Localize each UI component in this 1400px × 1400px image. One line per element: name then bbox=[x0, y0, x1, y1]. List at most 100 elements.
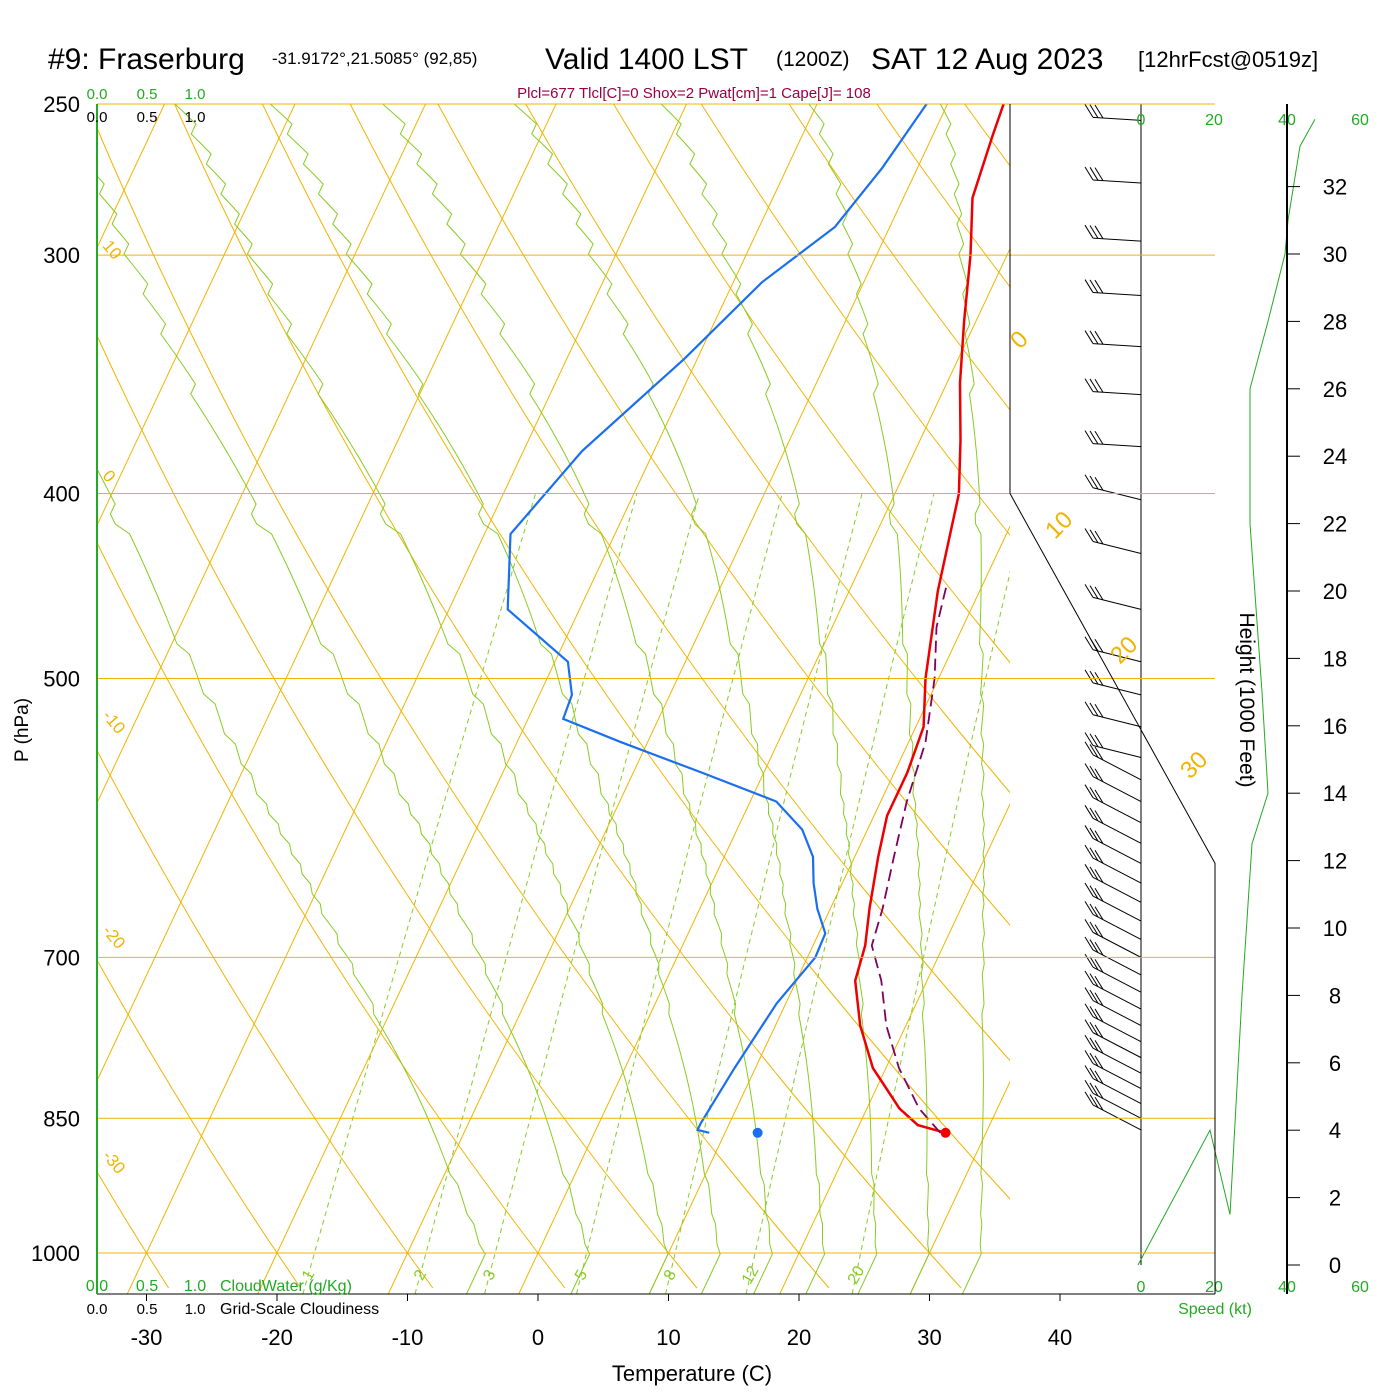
wind-barb-flag bbox=[1084, 987, 1094, 1001]
wind-barb-flag bbox=[1084, 669, 1094, 684]
wind-barb bbox=[1092, 343, 1142, 348]
wind-barb bbox=[1092, 391, 1142, 396]
wind-barb-flag bbox=[1089, 378, 1099, 393]
wind-barb bbox=[1092, 1104, 1142, 1131]
wind-barb-flag bbox=[1094, 768, 1104, 782]
isotherm-line bbox=[257, 104, 818, 1294]
dry-adiabat bbox=[1140, 104, 1400, 1288]
cloudiness-tick-bottom: 1.0 bbox=[185, 1301, 206, 1318]
wind-barb bbox=[1092, 649, 1142, 663]
pressure-label: 1000 bbox=[31, 1241, 80, 1266]
wind-barb-flag bbox=[1094, 1024, 1104, 1039]
mixing-ratio-line bbox=[665, 493, 863, 1294]
wind-barb-flag bbox=[1089, 885, 1099, 899]
wind-barb-flag bbox=[1094, 924, 1104, 938]
wind-barb bbox=[1092, 714, 1142, 728]
height-tick-label: 26 bbox=[1323, 377, 1347, 402]
dry-adiabat bbox=[97, 334, 698, 1289]
wind-barb-flag bbox=[1089, 903, 1099, 918]
dry-adiabat bbox=[437, 104, 1010, 926]
wind-barb-flag bbox=[1089, 733, 1099, 748]
wind-barb-flag bbox=[1089, 1082, 1099, 1097]
dry-adiabat bbox=[788, 104, 1010, 411]
dry-adiabat-label: 20 bbox=[1105, 631, 1143, 669]
wind-barb-flag bbox=[1084, 330, 1094, 344]
wind-barb bbox=[1092, 116, 1142, 121]
station-title: #9: Fraserburg bbox=[48, 43, 245, 76]
wind-barb-flag bbox=[1089, 744, 1099, 758]
isotherm-line bbox=[1041, 104, 1400, 1294]
dry-adiabat bbox=[97, 749, 434, 1289]
cloudwater-tick-bottom: 0.0 bbox=[86, 1278, 108, 1295]
cloudiness-tick-top: 0.0 bbox=[87, 109, 108, 126]
wind-barb-flag bbox=[1089, 279, 1099, 294]
isotherm-line bbox=[1171, 104, 1400, 1294]
wind-barb-flag bbox=[1094, 530, 1104, 545]
wind-barb-flag bbox=[1089, 104, 1099, 118]
height-tick-label: 0 bbox=[1329, 1253, 1341, 1278]
wind-barb-flag bbox=[1084, 166, 1094, 181]
wind-barb-flag bbox=[1084, 901, 1094, 915]
wind-barb-flag bbox=[1089, 1094, 1099, 1108]
mixing-ratio-line bbox=[576, 493, 783, 1294]
wind-barb-flag bbox=[1094, 789, 1104, 804]
moist-adiabat bbox=[513, 104, 826, 1294]
height-tick-label: 18 bbox=[1323, 646, 1347, 671]
wind-barb-flag bbox=[1084, 701, 1094, 716]
pressure-label: 850 bbox=[43, 1106, 80, 1131]
cloudiness-tick-top: 1.0 bbox=[185, 109, 206, 126]
pressure-label: 500 bbox=[43, 667, 80, 692]
wind-barb bbox=[1092, 1016, 1142, 1043]
wind-barb-flag bbox=[1094, 888, 1104, 902]
wind-barb-flag bbox=[1094, 1070, 1104, 1085]
wind-barb-flag bbox=[1094, 1096, 1104, 1111]
wind-barb-flag bbox=[1094, 746, 1104, 761]
station-coords: -31.9172°,21.5085° (92,85) bbox=[272, 49, 477, 68]
wind-barb-flag bbox=[1084, 1019, 1094, 1033]
speed-axis-title: Speed (kt) bbox=[1178, 1301, 1252, 1318]
wind-barb-flag bbox=[1089, 787, 1099, 801]
height-tick-label: 24 bbox=[1323, 444, 1347, 469]
isotherm-line bbox=[97, 104, 557, 1082]
wind-barb-flag bbox=[1084, 763, 1094, 777]
wind-barb-flag bbox=[1089, 939, 1099, 953]
stability-indices: Plcl=677 Tlcl[C]=0 Shox=2 Pwat[cm]=1 Cap… bbox=[517, 85, 871, 102]
wind-barb-flag bbox=[1084, 1050, 1094, 1064]
height-tick-label: 22 bbox=[1323, 512, 1347, 537]
wind-barb bbox=[1092, 876, 1142, 903]
wind-barb-flag bbox=[1089, 847, 1099, 861]
isotherm-line bbox=[97, 104, 296, 527]
cloudwater-tick-top: 1.0 bbox=[185, 86, 206, 103]
wind-barb-flag bbox=[1094, 704, 1104, 718]
wind-barb bbox=[1092, 292, 1142, 297]
wind-barb-flag bbox=[1084, 528, 1094, 542]
wind-barb-flag bbox=[1089, 989, 1099, 1004]
wind-barb bbox=[1092, 179, 1142, 184]
dewpoint-line bbox=[506, 104, 928, 1134]
height-tick-label: 20 bbox=[1323, 579, 1347, 604]
wind-barb-flag bbox=[1089, 866, 1099, 881]
mixing-ratio-line bbox=[414, 493, 638, 1294]
moist-adiabat bbox=[97, 468, 486, 1294]
x-tick-label: 0 bbox=[532, 1325, 544, 1350]
zulu-time: (1200Z) bbox=[776, 48, 850, 71]
mixing-ratio-line bbox=[484, 493, 700, 1294]
wind-barb bbox=[1092, 797, 1142, 824]
wind-barb-flag bbox=[1094, 1055, 1104, 1069]
dry-adiabat bbox=[613, 104, 1010, 664]
wind-barb-flag bbox=[1084, 936, 1094, 951]
parcel-line bbox=[870, 581, 949, 1134]
moist-adiabat bbox=[174, 104, 669, 1294]
wind-barb bbox=[1092, 754, 1142, 781]
plot-frame bbox=[1009, 104, 1216, 1294]
wind-barb bbox=[1092, 838, 1142, 864]
speed-tick-top: 20 bbox=[1205, 112, 1223, 129]
surface-dewpoint-dot bbox=[752, 1127, 763, 1138]
wind-barb bbox=[1092, 1000, 1142, 1026]
cloudiness-tick-top: 0.5 bbox=[137, 109, 158, 126]
wind-barb-flag bbox=[1094, 734, 1104, 749]
cloudwater-tick-bottom: 0.5 bbox=[136, 1278, 158, 1295]
wind-barb-flag bbox=[1094, 869, 1104, 883]
cloudiness-tick-bottom: 0.5 bbox=[137, 1301, 158, 1318]
